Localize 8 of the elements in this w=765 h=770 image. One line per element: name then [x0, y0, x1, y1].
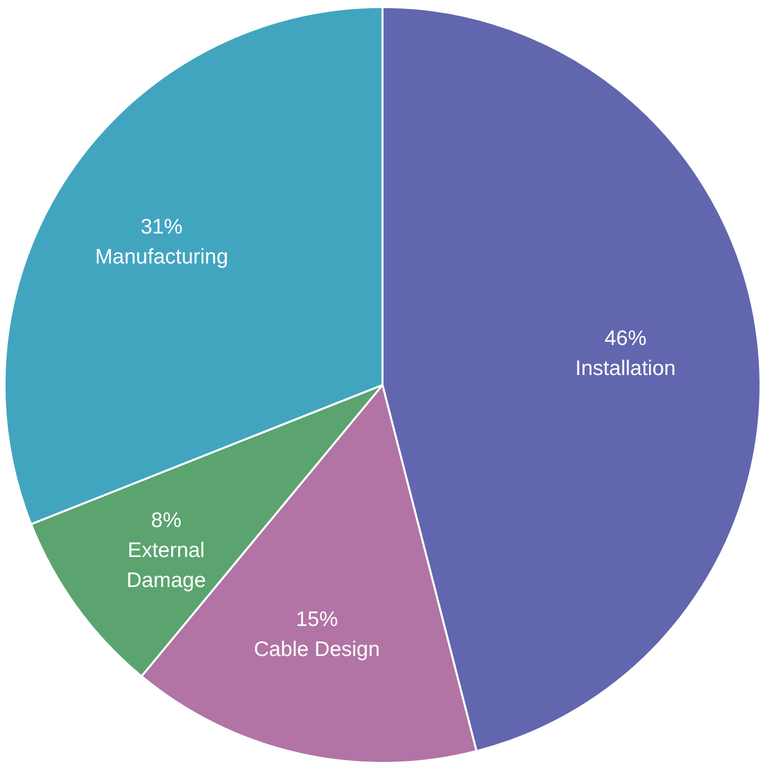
slice-label: External Damage [126, 538, 206, 592]
slice-label: Manufacturing [95, 246, 228, 269]
data-label: 46% [604, 327, 647, 350]
data-label: 8% [151, 508, 182, 532]
slice-label: Cable Design [254, 638, 380, 661]
slice-label: Installation [575, 357, 676, 380]
data-label: 31% [140, 216, 183, 239]
data-label: 15% [296, 608, 338, 631]
